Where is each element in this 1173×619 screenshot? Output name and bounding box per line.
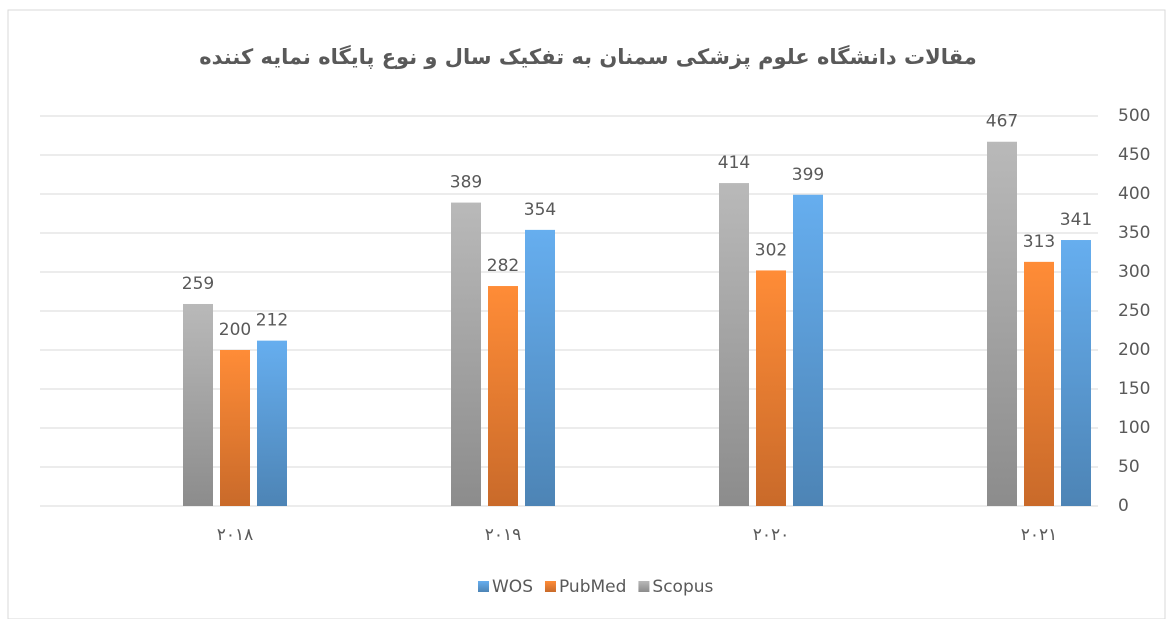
y-tick-label: 0 xyxy=(1118,496,1129,516)
legend-label: WOS xyxy=(492,577,533,597)
value-label: 313 xyxy=(1023,232,1055,252)
x-tick-label: ۲۰۱۸ xyxy=(217,525,254,545)
y-tick-label: 250 xyxy=(1118,301,1150,321)
value-label: 302 xyxy=(755,240,787,260)
bar xyxy=(1061,240,1091,506)
value-label: 282 xyxy=(487,256,519,276)
y-tick-label: 50 xyxy=(1118,457,1140,477)
legend-swatch xyxy=(478,581,489,592)
bar xyxy=(257,340,287,506)
value-label: 259 xyxy=(182,274,214,294)
legend-label: PubMed xyxy=(559,577,626,597)
value-label: 414 xyxy=(718,153,750,173)
bar xyxy=(719,183,749,506)
y-tick-label: 300 xyxy=(1118,262,1150,282)
value-label: 354 xyxy=(524,200,556,220)
y-tick-label: 500 xyxy=(1118,106,1150,126)
bar xyxy=(488,286,518,506)
value-label: 200 xyxy=(219,320,251,340)
value-label: 399 xyxy=(792,165,824,185)
value-label: 212 xyxy=(256,311,288,331)
y-tick-label: 100 xyxy=(1118,418,1150,438)
bar xyxy=(183,303,213,506)
y-tick-label: 200 xyxy=(1118,340,1150,360)
value-label: 467 xyxy=(986,112,1018,132)
x-tick-label: ۲۰۱۹ xyxy=(485,525,522,545)
y-tick-label: 450 xyxy=(1118,145,1150,165)
legend-swatch xyxy=(638,581,650,592)
x-tick-label: ۲۰۲۰ xyxy=(753,525,790,545)
value-label: 389 xyxy=(450,173,482,193)
bar xyxy=(756,270,786,506)
bar xyxy=(987,141,1017,507)
legend-label: Scopus xyxy=(652,577,713,597)
y-tick-label: 400 xyxy=(1118,184,1150,204)
legend-swatch xyxy=(544,581,556,592)
chart-title: مقالات دانشگاه علوم پزشکی سمنان به تفکیک… xyxy=(199,44,976,69)
bar xyxy=(451,202,481,506)
bar xyxy=(793,194,823,506)
y-tick-label: 150 xyxy=(1118,379,1150,399)
value-label: 341 xyxy=(1060,210,1092,230)
x-tick-label: ۲۰۲۱ xyxy=(1021,525,1058,545)
bar xyxy=(525,229,555,506)
bar xyxy=(1024,261,1054,506)
bar xyxy=(220,350,250,506)
y-tick-label: 350 xyxy=(1118,223,1150,243)
